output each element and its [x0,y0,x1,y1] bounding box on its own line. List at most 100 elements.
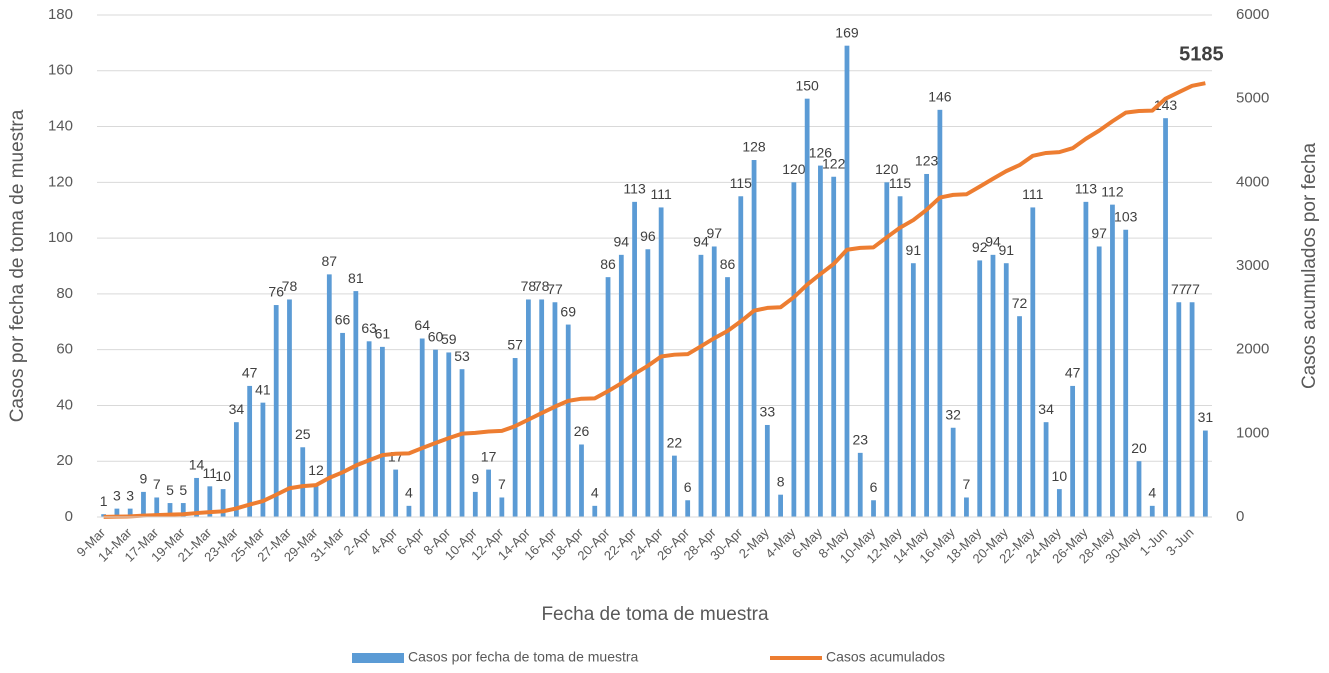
y-tick-label: 120 [48,173,73,190]
x-tick-label: 1-Jun [1136,525,1170,559]
data-label: 8 [777,473,785,489]
bar [884,182,890,518]
y-tick-label: 140 [48,118,73,135]
y2-tick-label: 2000 [1236,341,1269,358]
data-label: 69 [560,303,576,319]
data-label: 4 [591,485,599,501]
data-label: 14 [189,457,205,473]
bar [1043,422,1049,517]
data-label: 41 [255,381,271,397]
bar [1189,302,1195,517]
bar [950,427,956,517]
bar [751,160,757,517]
bar [764,424,770,517]
data-label: 47 [242,365,258,381]
data-label: 91 [906,242,922,258]
bar [379,346,385,517]
data-label: 169 [835,24,859,40]
data-label: 92 [972,239,988,255]
data-label: 97 [706,225,722,241]
data-label: 77 [1184,281,1200,297]
bar [260,402,266,517]
data-label: 94 [985,234,1001,250]
bar [990,254,996,517]
data-label: 87 [322,253,338,269]
bar [247,385,253,517]
data-label: 94 [614,234,630,250]
data-label: 7 [498,476,506,492]
y2-tick-label: 5000 [1236,90,1269,107]
bar [818,165,823,517]
data-label: 6 [684,479,692,495]
y-tick-label: 20 [56,452,73,469]
bar [1149,505,1155,517]
data-label: 63 [361,320,377,336]
bar [977,260,983,517]
bar [804,98,810,518]
data-label: 33 [760,404,776,420]
data-label: 72 [1012,295,1028,311]
data-label: 81 [348,270,364,286]
y-tick-label: 100 [48,229,73,246]
data-label: 78 [521,278,537,294]
legend-swatch [352,653,404,663]
data-label: 61 [375,326,391,342]
x-axis-title: Fecha de toma de muestra [541,604,768,625]
bar [433,349,438,517]
data-label: 4 [1148,485,1156,501]
y2-tick-label: 3000 [1236,257,1269,274]
bar [565,324,571,517]
bar [326,274,332,517]
bar [658,207,664,517]
bar [499,497,505,517]
bar [180,503,186,517]
data-label: 26 [574,423,590,439]
bar [233,422,239,517]
bar [1003,263,1009,517]
bar [207,486,213,517]
data-label: 10 [1052,468,1068,484]
bar [937,109,943,518]
x-tick-label: 2-Apr [341,524,375,558]
bar [871,500,876,517]
data-label: 111 [1022,186,1043,202]
bar [672,455,677,517]
data-label: 66 [335,312,351,328]
data-label: 113 [623,181,646,197]
bar [287,299,292,517]
bar [778,494,783,517]
bar [552,302,558,517]
bar [300,447,306,517]
data-label: 31 [1198,409,1214,425]
y-axis-title: Casos por fecha de toma de muestra [7,109,28,422]
line [103,81,1206,519]
data-label: 146 [928,89,952,105]
bar [167,503,173,517]
bar [141,491,146,517]
legend-label: Casos acumulados [826,649,945,665]
data-label: 5185 [1179,43,1224,65]
data-label: 7 [153,476,161,492]
bar [419,338,425,517]
bar [1083,201,1089,517]
bar [725,277,730,517]
bar [459,369,465,517]
data-label: 86 [600,256,616,272]
data-label: 34 [229,401,245,417]
y-tick-label: 40 [56,396,73,413]
data-label: 115 [730,175,753,191]
data-label: 53 [454,348,470,364]
data-label: 34 [1038,401,1054,417]
data-label: 120 [875,161,899,177]
bar [1096,246,1102,517]
data-label: 20 [1131,440,1147,456]
data-label: 11 [203,465,218,481]
data-label: 9 [471,471,479,487]
bar [1163,118,1168,517]
bar [406,505,412,517]
data-label: 5 [166,482,174,498]
bar [220,489,226,517]
bar [605,277,611,517]
bar [618,254,624,517]
bar [738,196,744,517]
